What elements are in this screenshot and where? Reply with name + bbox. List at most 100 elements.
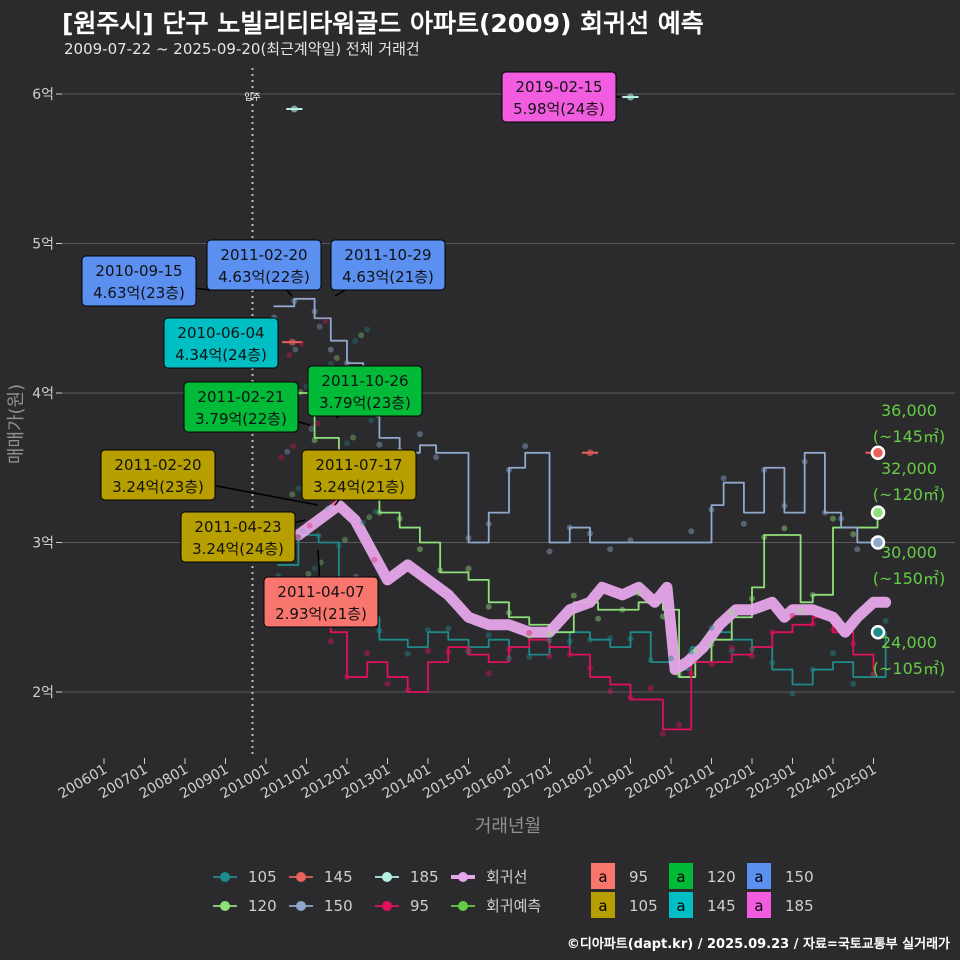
transaction-point bbox=[372, 508, 379, 515]
legend-marker bbox=[458, 872, 468, 882]
legend-swatch bbox=[747, 863, 771, 889]
series-95-point bbox=[676, 721, 683, 728]
move-in-label: 입주 bbox=[244, 91, 261, 103]
transaction-point bbox=[371, 556, 378, 563]
transaction-point bbox=[306, 522, 313, 529]
series-95-point bbox=[870, 671, 877, 678]
annotation-date: 2011-10-29 bbox=[344, 246, 431, 264]
series-150-point bbox=[720, 475, 727, 482]
annotation-date: 2019-02-15 bbox=[515, 78, 602, 96]
series-95-point bbox=[364, 650, 371, 657]
annotation-box bbox=[307, 365, 423, 417]
series-150-point bbox=[465, 535, 472, 542]
annotation-date: 2011-07-17 bbox=[315, 456, 402, 474]
transaction-point bbox=[298, 340, 305, 347]
series-150-point bbox=[587, 530, 593, 537]
series-120-point bbox=[526, 632, 533, 639]
series-95-point bbox=[809, 620, 816, 627]
series-150-point bbox=[291, 298, 298, 305]
transaction-point bbox=[368, 417, 375, 424]
y-tick-label: 3억 bbox=[32, 536, 54, 552]
prediction-area: (~145㎡) bbox=[873, 427, 945, 446]
annotation-box bbox=[263, 576, 379, 628]
annotation-value: 4.63억(23층) bbox=[93, 284, 185, 302]
series-150-point bbox=[416, 431, 423, 438]
series-105-point bbox=[627, 635, 634, 642]
series-150-point bbox=[376, 441, 383, 448]
legend-swatch-label: 95 bbox=[629, 868, 648, 886]
annotation-date: 2011-04-23 bbox=[194, 518, 281, 536]
series-120-point bbox=[659, 613, 666, 620]
series-95-point bbox=[506, 646, 512, 653]
transaction-point bbox=[305, 570, 312, 577]
series-150-point bbox=[761, 466, 768, 473]
series-105-point bbox=[376, 627, 383, 634]
series-120-point bbox=[728, 609, 735, 616]
series-95-point bbox=[627, 694, 634, 701]
transaction-point bbox=[350, 434, 357, 441]
y-tick-label: 6억 bbox=[32, 87, 54, 103]
transaction-point bbox=[366, 514, 373, 521]
series-120-point bbox=[676, 671, 683, 678]
legend-label: 120 bbox=[248, 897, 277, 915]
axis-labels: 거래년월 매매가(원) bbox=[6, 384, 541, 837]
legend-marker bbox=[296, 872, 306, 882]
annotation-date: 2011-02-21 bbox=[197, 388, 284, 406]
legend-marker bbox=[458, 901, 468, 911]
prediction-area: (~150㎡) bbox=[873, 569, 945, 588]
series-150-point bbox=[506, 466, 512, 473]
annotation-date: 2011-10-26 bbox=[321, 372, 408, 390]
transaction-point bbox=[311, 565, 318, 572]
series-120-point bbox=[570, 592, 577, 599]
series-95-point bbox=[659, 730, 666, 737]
prediction-point bbox=[870, 505, 886, 520]
legend-marker bbox=[220, 872, 230, 882]
series-150-point bbox=[546, 548, 553, 555]
series-120-point bbox=[797, 608, 804, 615]
transaction-point bbox=[286, 352, 293, 359]
y-axis-label: 매매가(원) bbox=[6, 384, 27, 464]
legend: 105 145 185 회귀선 120 150 95 회귀예측 a 95 a 105 a 120 a 145 a… bbox=[213, 863, 814, 918]
series-105-point bbox=[566, 638, 573, 645]
series-95-point bbox=[728, 644, 735, 651]
series-120-point bbox=[465, 565, 472, 572]
transaction-point bbox=[308, 426, 315, 433]
legend-label: 105 bbox=[248, 868, 277, 886]
series-95-point bbox=[850, 640, 857, 647]
series-120-point bbox=[708, 641, 715, 648]
series-회귀선-line bbox=[292, 499, 892, 676]
series-95-point bbox=[566, 651, 573, 658]
series-120-point bbox=[850, 531, 857, 538]
legend-swatch-label: 120 bbox=[707, 868, 736, 886]
series-120-point bbox=[692, 647, 699, 654]
transaction-point bbox=[316, 323, 323, 330]
series-95-point bbox=[546, 653, 553, 660]
transaction-point bbox=[360, 519, 367, 526]
series-95-point bbox=[789, 612, 796, 619]
series-105-point bbox=[404, 650, 411, 657]
series-95-point bbox=[485, 670, 492, 677]
series-120-point bbox=[749, 595, 755, 602]
series-105-point bbox=[850, 680, 857, 687]
series-120-point bbox=[485, 603, 492, 610]
annotation-date: 2011-02-20 bbox=[220, 246, 307, 264]
series-105-point bbox=[526, 653, 533, 660]
transaction-point bbox=[292, 346, 299, 353]
transaction-point bbox=[333, 355, 340, 362]
series-95-point bbox=[384, 680, 391, 687]
series-105-point bbox=[769, 659, 776, 666]
series-105-point bbox=[425, 626, 431, 633]
series-145-point bbox=[586, 449, 594, 457]
legend-swatch-glyph: a bbox=[676, 868, 685, 886]
series-120-point bbox=[809, 591, 816, 598]
legend-label: 회귀선 bbox=[486, 868, 527, 886]
series-150-point bbox=[522, 443, 529, 450]
y-tick-label: 5억 bbox=[32, 237, 54, 253]
series-105-point bbox=[315, 532, 322, 539]
y-tick-label: 4억 bbox=[32, 386, 54, 402]
transaction-point bbox=[322, 318, 329, 325]
transaction-point bbox=[352, 337, 359, 344]
series-105-point bbox=[688, 648, 695, 655]
series-105-point bbox=[546, 637, 553, 644]
series-120-point bbox=[781, 525, 788, 532]
